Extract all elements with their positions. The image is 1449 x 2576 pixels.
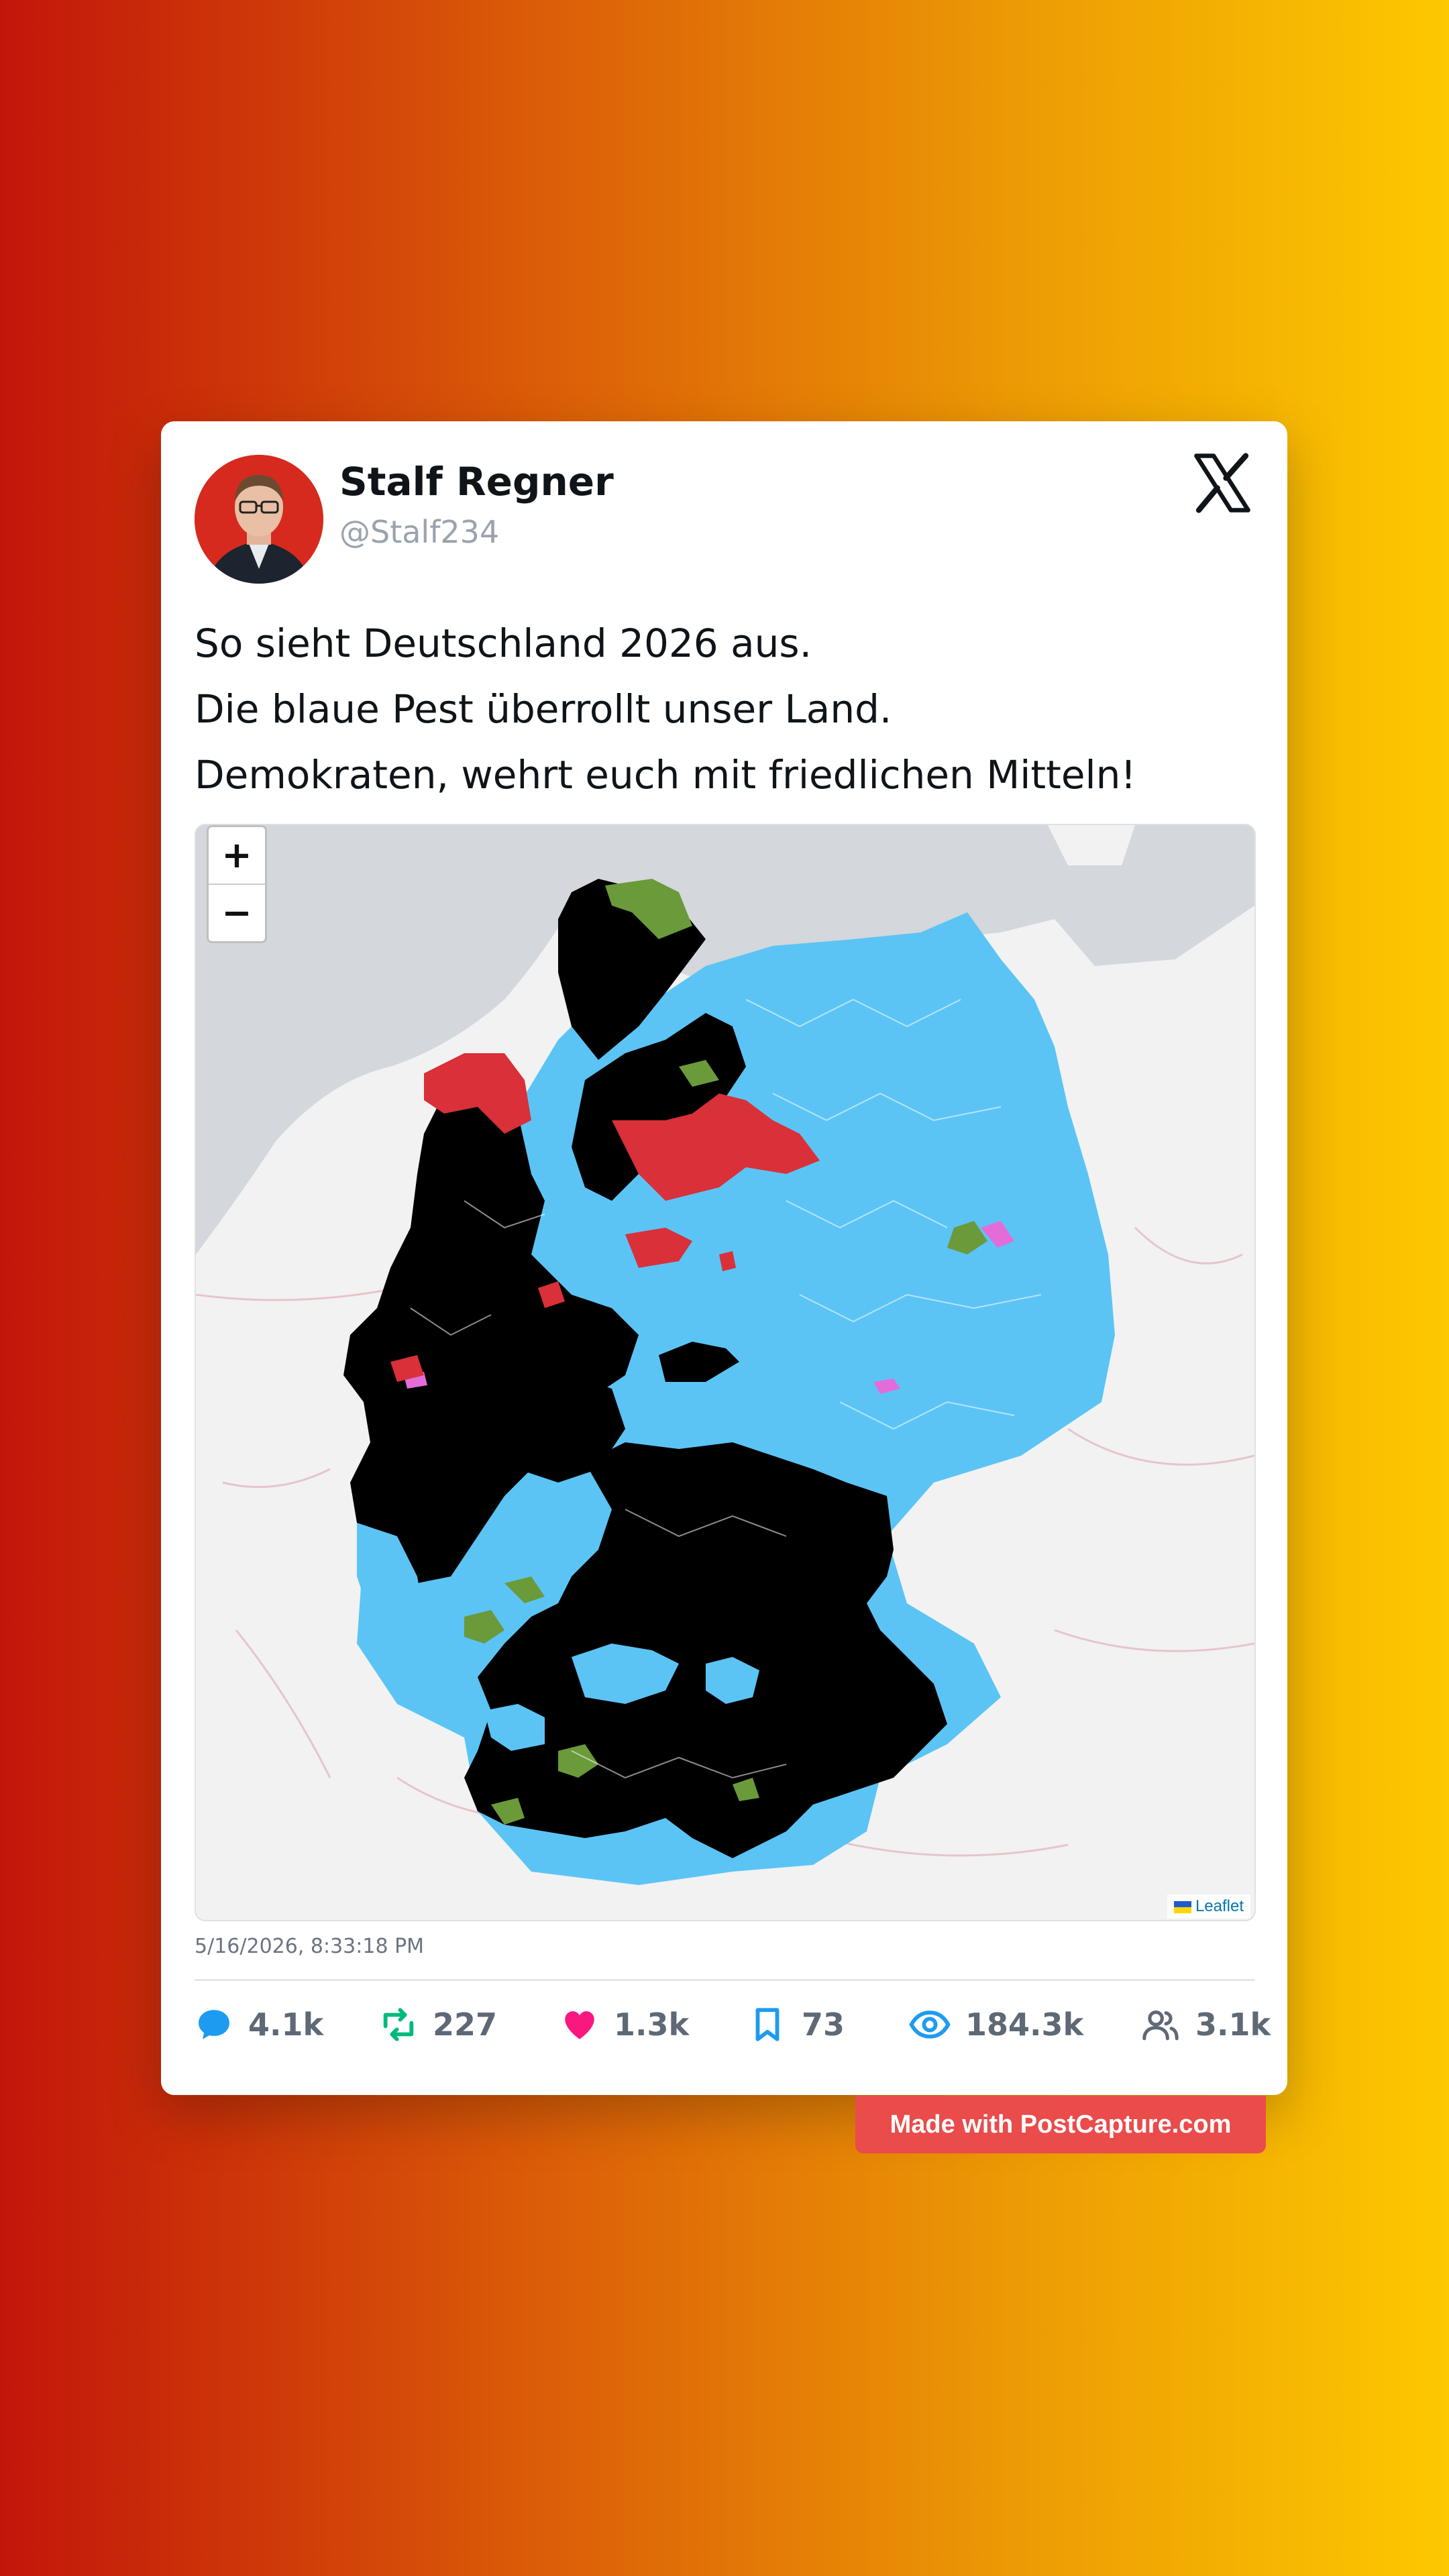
region-red (390, 1355, 424, 1382)
bookmarks-count: 73 (802, 2006, 845, 2043)
users-icon (1142, 2010, 1179, 2041)
likes-count: 1.3k (614, 2006, 690, 2043)
region-green (464, 1610, 504, 1644)
zoom-out-button[interactable]: − (209, 883, 265, 941)
region-pink (981, 1221, 1014, 1248)
x-logo-icon[interactable] (1191, 452, 1253, 514)
germany-regions (343, 879, 1115, 1885)
post-text-line: Demokraten, wehrt euch mit friedlichen M… (195, 752, 1136, 798)
likes-stat[interactable]: 1.3k (560, 1998, 689, 2051)
region-red (424, 1053, 531, 1134)
bookmarks-stat[interactable]: 73 (748, 1998, 845, 2051)
region-blue (357, 1523, 424, 1637)
attribution-link[interactable]: Leaflet (1195, 1897, 1244, 1915)
avatar[interactable] (195, 455, 323, 584)
election-map[interactable]: + − Leaflet (195, 824, 1256, 1921)
region-green (491, 1798, 525, 1825)
region-black (659, 1342, 739, 1382)
replies-count: 4.1k (248, 2006, 324, 2043)
post-text: So sieht Deutschland 2026 aus. Die blaue… (195, 610, 1254, 808)
map-canvas[interactable] (196, 825, 1254, 1920)
heart-icon (565, 2011, 594, 2039)
followers-count: 3.1k (1195, 2006, 1271, 2043)
region-blue (706, 1657, 759, 1704)
reposts-count: 227 (433, 2006, 498, 2043)
reposts-stat[interactable]: 227 (379, 1998, 497, 2051)
ukraine-flag-icon (1173, 1900, 1191, 1913)
postcapture-badge[interactable]: Made with PostCapture.com (855, 2096, 1266, 2153)
land-area (1048, 825, 1135, 865)
region-green (504, 1576, 545, 1603)
region-red (538, 1281, 565, 1308)
post-card: Stalf Regner @Stalf234 So sieht Deutschl… (161, 421, 1287, 2095)
repost-icon (383, 2008, 414, 2041)
eye-icon (909, 2010, 951, 2039)
views-stat[interactable]: 184.3k (909, 1998, 1083, 2051)
region-blue (572, 1644, 679, 1704)
views-count: 184.3k (965, 2006, 1084, 2043)
display-name[interactable]: Stalf Regner (339, 459, 614, 504)
region-green (947, 1221, 987, 1254)
zoom-in-button[interactable]: + (221, 834, 252, 876)
post-timestamp: 5/16/2026, 8:33:18 PM (195, 1935, 425, 1958)
map-attribution[interactable]: Leaflet (1167, 1894, 1250, 1919)
region-green (558, 1744, 598, 1778)
region-blue (484, 1704, 545, 1751)
district-boundaries (410, 998, 1042, 1779)
replies-stat[interactable]: 4.1k (195, 1998, 323, 2051)
divider (195, 1979, 1254, 1981)
followers-stat[interactable]: 3.1k (1140, 1998, 1271, 2051)
bookmark-icon (755, 2008, 780, 2041)
region-green (733, 1778, 759, 1801)
region-black (572, 1013, 746, 1201)
region-red (625, 1228, 692, 1268)
region-red (612, 1093, 820, 1201)
zoom-control: + − (207, 825, 267, 943)
user-handle[interactable]: @Stalf234 (339, 514, 500, 550)
post-text-line: Die blaue Pest überrollt unser Land. (195, 686, 892, 732)
region-green (679, 1060, 719, 1087)
region-red (719, 1251, 736, 1271)
reply-bubble-icon (199, 2010, 229, 2039)
post-text-line: So sieht Deutschland 2026 aus. (195, 621, 812, 666)
region-black (478, 1308, 625, 1483)
region-green (605, 879, 692, 939)
region-pink (873, 1379, 900, 1394)
